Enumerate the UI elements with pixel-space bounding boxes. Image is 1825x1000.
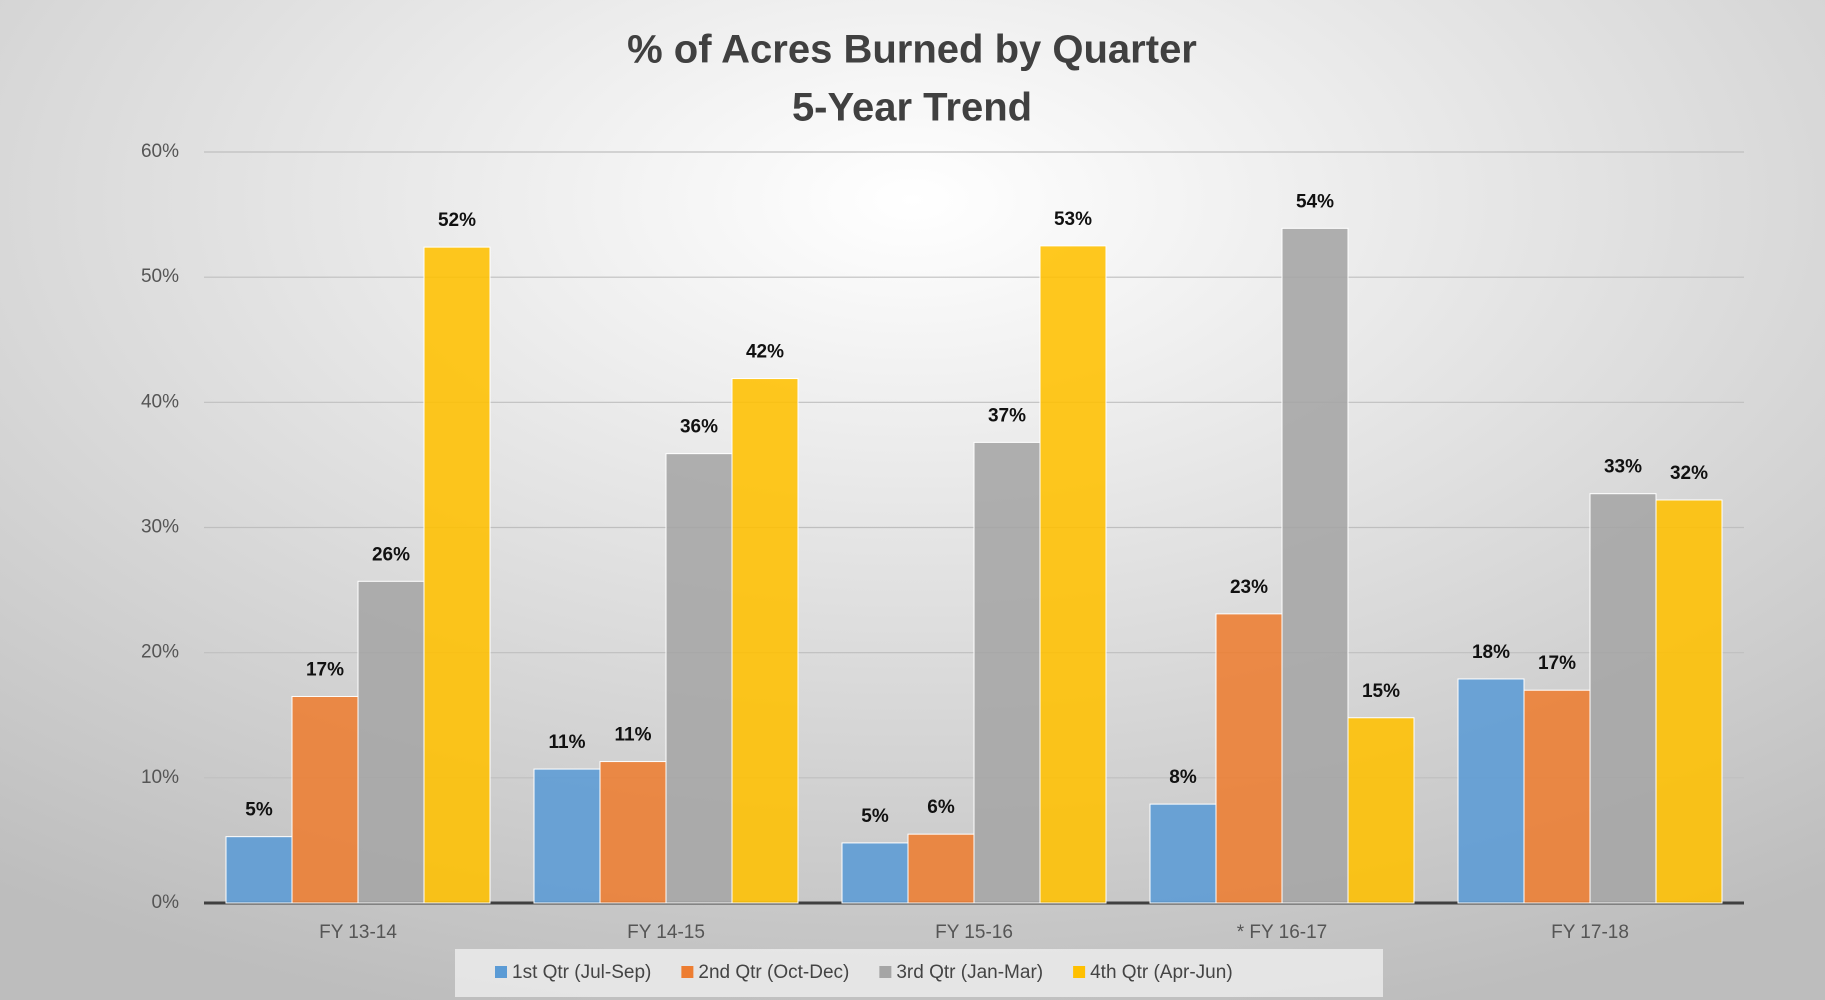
chart-title: % of Acres Burned by Quarter: [627, 28, 1197, 72]
legend: 1st Qtr (Jul-Sep) 2nd Qtr (Oct-Dec) 3rd Qt…: [495, 962, 1233, 983]
data-label: 33%: [1604, 457, 1642, 478]
bar: [1523, 689, 1591, 904]
data-label: 17%: [1538, 653, 1576, 674]
bar: [225, 836, 293, 904]
x-tick-label: FY 17-18: [1551, 922, 1629, 943]
y-tick-label: 30%: [141, 517, 179, 538]
bar: [1589, 493, 1657, 904]
bar: [599, 761, 667, 904]
y-tick-label: 50%: [141, 266, 179, 287]
bar: [1039, 245, 1107, 904]
y-tick-label: 60%: [141, 141, 179, 162]
labels: FY 13-14 5% 17% 26% 52% FY 14-15 11% 11% 36% 42% F…: [245, 191, 1708, 943]
y-tick-label: 20%: [141, 642, 179, 663]
data-label: 11%: [615, 725, 652, 746]
x-tick-label: * FY 16-17: [1237, 922, 1327, 943]
x-tick-label: FY 14-15: [627, 922, 705, 943]
data-label: 52%: [438, 210, 476, 231]
legend-swatch: [879, 966, 892, 978]
legend-label: 1st Qtr (Jul-Sep): [512, 962, 651, 983]
data-label: 54%: [1296, 191, 1334, 212]
bar: [533, 768, 601, 904]
legend-label: 2nd Qtr (Oct-Dec): [698, 962, 849, 983]
legend-label: 4th Qtr (Apr-Jun): [1090, 962, 1233, 983]
data-label: 8%: [1169, 767, 1197, 788]
y-tick-label: 0%: [152, 892, 180, 913]
data-label: 26%: [372, 544, 410, 565]
bar: [1655, 499, 1723, 904]
data-label: 15%: [1362, 681, 1400, 702]
x-tick-label: FY 13-14: [319, 922, 397, 943]
x-tick-label: FY 15-16: [935, 922, 1013, 943]
data-label: 36%: [680, 417, 718, 438]
bar: [423, 246, 491, 904]
bars: [225, 227, 1723, 904]
chart-subtitle: 5-Year Trend: [792, 86, 1032, 130]
bar: [1281, 227, 1349, 904]
legend-box: [455, 949, 1383, 997]
legend-swatch: [681, 966, 694, 978]
data-label: 17%: [306, 659, 344, 680]
bar: [973, 441, 1041, 904]
legend-swatch: [495, 966, 507, 978]
legend-label: 3rd Qtr (Jan-Mar): [896, 962, 1043, 983]
data-label: 5%: [861, 806, 889, 827]
data-label: 6%: [927, 797, 955, 818]
bar: [1457, 678, 1525, 904]
bar: [907, 833, 975, 904]
bar: [1347, 717, 1415, 904]
data-label: 32%: [1670, 463, 1708, 484]
data-label: 18%: [1472, 642, 1510, 663]
data-label: 5%: [245, 800, 273, 821]
data-label: 53%: [1054, 209, 1092, 230]
y-tick-label: 40%: [141, 391, 179, 412]
bar: [1215, 613, 1283, 904]
legend-swatch: [1073, 966, 1086, 978]
data-label: 11%: [549, 732, 586, 753]
bar: [731, 378, 799, 904]
data-label: 23%: [1230, 577, 1268, 598]
bar: [291, 695, 359, 904]
y-tick-label: 10%: [141, 767, 179, 788]
data-label: 42%: [746, 342, 784, 363]
bar: [357, 580, 425, 904]
data-label: 37%: [988, 405, 1026, 426]
bar: [665, 453, 733, 904]
bar: [1149, 803, 1217, 904]
bar: [841, 842, 909, 904]
